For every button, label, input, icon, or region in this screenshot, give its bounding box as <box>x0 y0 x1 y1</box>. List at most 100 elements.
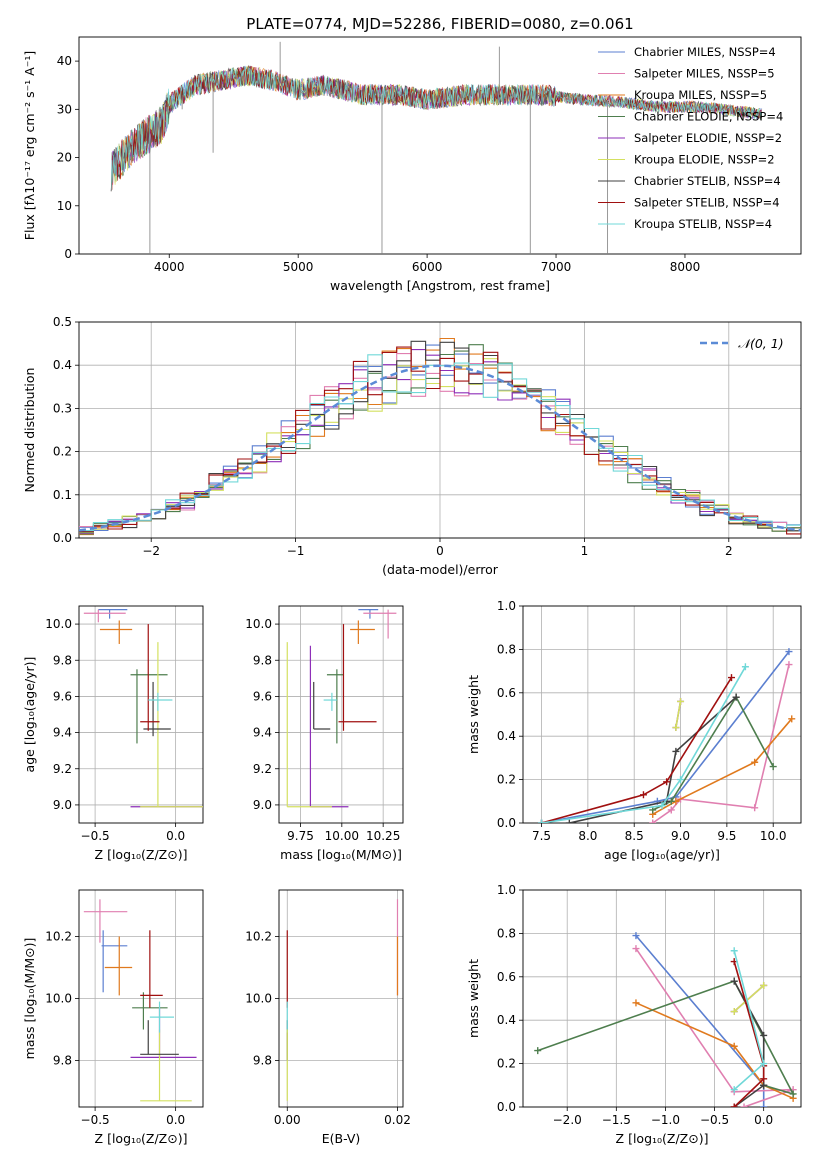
mass_weight_vs_age-panel: 7.5 8.0 8.5 9.0 9.5 10.0 0.0 0.2 0.4 0.6 0.8 1.0 age… <box>466 599 802 862</box>
series-marker <box>732 693 740 701</box>
series-marker <box>751 758 759 766</box>
y-tick-label: 10.2 <box>245 930 272 944</box>
series-marker <box>663 778 671 786</box>
residuals-panel: −2 −1 0 1 2 0.0 0.1 0.2 0.3 0.4 0.5 (data-model)/er… <box>22 315 802 577</box>
series-marker <box>672 724 680 732</box>
y-axis-label: Flux [fλ10⁻¹⁷ erg cm⁻² s⁻¹ A⁻¹] <box>22 51 37 240</box>
series-marker <box>760 1081 768 1089</box>
series-marker <box>751 804 759 812</box>
y-tick-label: 9.8 <box>253 1054 272 1068</box>
x-tick-label: 8.0 <box>578 829 597 843</box>
legend-entry: Chabrier MILES, NSSP=4 <box>634 45 776 59</box>
legend-entry: Kroupa STELIB, NSSP=4 <box>634 217 772 231</box>
series-marker <box>741 663 749 671</box>
series-marker <box>760 981 768 989</box>
legend-entry: Chabrier ELODIE, NSSP=4 <box>634 110 783 124</box>
x-tick-label: 0.0 <box>754 1113 773 1127</box>
x-tick-label: −2.0 <box>553 1113 582 1127</box>
y-tick-label: 9.0 <box>253 798 272 812</box>
y-tick-label: 10.0 <box>245 992 272 1006</box>
axes-frame <box>278 889 404 1108</box>
y-tick-label: 10.2 <box>45 930 72 944</box>
series-marker <box>760 1075 768 1083</box>
legend-entry: Kroupa MILES, NSSP=5 <box>634 88 767 102</box>
y-tick-label: 9.0 <box>53 798 72 812</box>
histogram-lines <box>79 337 801 536</box>
y-tick-label: 0.0 <box>497 816 516 830</box>
series-marker <box>658 802 666 810</box>
y-tick-label: 0.6 <box>497 970 516 984</box>
y-tick-label: 0 <box>64 247 72 261</box>
series-line <box>541 677 733 823</box>
series-marker <box>730 1103 738 1107</box>
mass_weight_vs_Z-lines <box>534 932 797 1107</box>
x-tick-label: −1.0 <box>651 1113 680 1127</box>
y-tick-label: 1.0 <box>497 883 516 897</box>
x-tick-label: 7000 <box>541 260 572 274</box>
residuals-legend: 𝒩(0, 1) <box>700 336 784 351</box>
y-tick-label: 0.3 <box>53 401 72 415</box>
series-marker <box>667 806 675 814</box>
series-line <box>652 718 793 815</box>
y-tick-label: 0.4 <box>53 358 72 372</box>
y-tick-label: 0.4 <box>497 1013 516 1027</box>
x-axis-label: E(B-V) <box>322 1131 361 1146</box>
spectrum-panel: 4000 5000 6000 7000 8000 0 10 20 30 40 wavelength … <box>22 36 802 293</box>
x-tick-label: 8000 <box>670 260 701 274</box>
mass_weight_vs_age-lines <box>538 648 796 823</box>
y-tick-label: 10 <box>57 199 72 213</box>
x-axis-label: Z [log₁₀(Z/Z⊙)] <box>95 847 188 862</box>
legend-entry: Salpeter ELODIE, NSSP=2 <box>634 131 782 145</box>
y-tick-label: 9.8 <box>53 653 72 667</box>
y-tick-label: 9.2 <box>253 762 272 776</box>
series-marker <box>632 932 640 940</box>
y-tick-label: 0.2 <box>53 445 72 459</box>
series-marker <box>730 1008 738 1016</box>
y-tick-label: 0.0 <box>497 1100 516 1114</box>
series-line <box>635 1002 794 1100</box>
x-tick-label: −0.5 <box>81 1113 110 1127</box>
axes-frame <box>78 321 802 539</box>
x-tick-label: 10.25 <box>366 829 400 843</box>
age_vs_Z-points <box>83 609 203 808</box>
x-tick-label: 0.02 <box>384 1113 411 1127</box>
x-tick-label: 9.5 <box>717 829 736 843</box>
x-tick-label: 0.0 <box>166 1113 185 1127</box>
histogram-series <box>79 346 801 535</box>
series-marker <box>730 1042 738 1050</box>
series-marker <box>632 945 640 953</box>
y-tick-label: 9.8 <box>53 1054 72 1068</box>
y-tick-label: 9.8 <box>253 653 272 667</box>
legend-entry: Salpeter STELIB, NSSP=4 <box>634 196 780 210</box>
spectrum-lines <box>110 41 763 254</box>
series-marker <box>649 819 657 823</box>
y-tick-label: 9.4 <box>253 726 272 740</box>
y-axis-label: age [log₁₀(age/yr)] <box>22 657 37 773</box>
axes-frame <box>522 605 802 824</box>
x-tick-label: −0.5 <box>81 829 110 843</box>
x-tick-label: 0.0 <box>166 829 185 843</box>
axes-frame <box>522 889 802 1108</box>
spectrum-legend: Chabrier MILES, NSSP=4 Salpeter MILES, NS… <box>598 45 783 231</box>
x-tick-label: −1 <box>287 544 305 558</box>
y-tick-label: 9.6 <box>253 689 272 703</box>
age_vs_mass-points <box>286 609 397 808</box>
y-tick-label: 0.8 <box>497 642 516 656</box>
series-line <box>635 948 794 1107</box>
x-tick-label: −1.5 <box>602 1113 631 1127</box>
y-tick-label: 20 <box>57 151 72 165</box>
x-axis-label: Z [log₁₀(Z/Z⊙)] <box>616 1131 709 1146</box>
y-tick-label: 10.0 <box>45 617 72 631</box>
series-marker <box>639 791 647 799</box>
series-line <box>569 696 737 823</box>
y-tick-label: 0.5 <box>53 315 72 329</box>
x-tick-label: 5000 <box>283 260 314 274</box>
x-tick-label: 0 <box>436 544 444 558</box>
x-tick-label: −2 <box>142 544 160 558</box>
series-marker <box>565 819 573 823</box>
series-line <box>541 651 790 823</box>
y-tick-label: 0.1 <box>53 488 72 502</box>
x-tick-label: −0.5 <box>700 1113 729 1127</box>
series-marker <box>672 747 680 755</box>
